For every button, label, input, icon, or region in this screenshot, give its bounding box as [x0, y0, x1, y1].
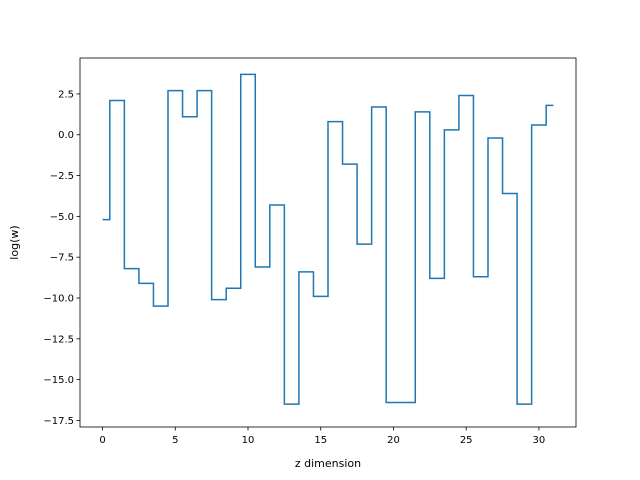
x-tick-label: 25	[460, 435, 473, 446]
series-line	[102, 73, 554, 405]
plot-frame	[79, 57, 577, 428]
x-tick-label: 15	[314, 435, 327, 446]
y-tick-label: −12.5	[43, 334, 74, 345]
y-tick-label: −2.5	[50, 171, 74, 182]
x-axis-label: z dimension	[295, 457, 361, 470]
x-tick-label: 20	[387, 435, 400, 446]
x-tick-label: 0	[99, 435, 105, 446]
x-axis-ticks: 0 5 10 15 20 25 30	[99, 427, 545, 446]
x-tick-label: 30	[533, 435, 546, 446]
y-tick-label: −15.0	[43, 375, 74, 386]
x-tick-label: 10	[242, 435, 255, 446]
y-tick-label: −7.5	[50, 253, 74, 264]
y-axis-label: log(w)	[8, 225, 21, 259]
y-tick-label: −17.5	[43, 416, 74, 427]
y-tick-label: 0.0	[58, 130, 74, 141]
y-axis-ticks: 2.5 0.0 −2.5 −5.0 −7.5 −10.0 −12.5 −15.0 −17.5	[43, 89, 80, 427]
x-tick-label: 5	[172, 435, 178, 446]
y-tick-label: 2.5	[58, 89, 74, 100]
y-tick-label: −10.0	[43, 294, 74, 305]
y-tick-label: −5.0	[50, 212, 74, 223]
